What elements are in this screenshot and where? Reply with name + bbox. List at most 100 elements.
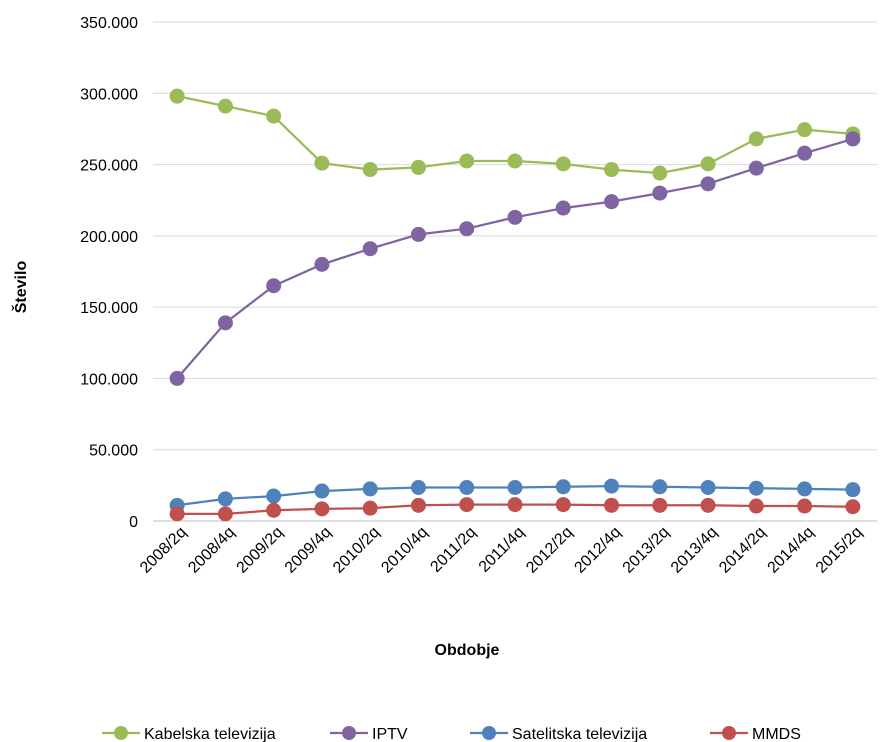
legend-item: IPTV	[330, 726, 408, 742]
data-point	[362, 162, 378, 178]
legend-marker	[342, 726, 356, 740]
data-point	[748, 480, 764, 496]
x-tick-label: 2011/2q	[427, 524, 479, 576]
data-point	[700, 497, 716, 513]
data-point	[362, 481, 378, 497]
legend-item: Kabelska televizija	[102, 726, 276, 742]
x-tick-label: 2009/4q	[282, 524, 335, 577]
legend-item: MMDS	[710, 726, 801, 742]
data-point	[652, 479, 668, 495]
y-axis-title: Število	[11, 261, 30, 314]
x-tick-label: 2013/4q	[668, 524, 721, 577]
data-point	[604, 497, 620, 513]
data-point	[555, 479, 571, 495]
data-point	[797, 498, 813, 514]
data-point	[169, 370, 185, 386]
y-tick-label: 50.000	[89, 443, 138, 460]
x-tick-label: 2008/4q	[185, 524, 238, 577]
legend-label: Satelitska televizija	[512, 726, 647, 742]
data-point	[266, 488, 282, 504]
data-point	[217, 98, 233, 114]
data-point	[314, 155, 330, 171]
data-point	[314, 501, 330, 517]
data-point	[217, 506, 233, 522]
y-tick-label: 350.000	[80, 15, 138, 32]
data-point	[555, 200, 571, 216]
x-tick-label: 2009/2q	[234, 524, 287, 577]
series-satelitska-televizija	[169, 478, 861, 513]
y-tick-label: 100.000	[80, 371, 138, 388]
data-point	[459, 479, 475, 495]
gridlines	[153, 21, 877, 522]
x-tick-label: 2012/4q	[571, 524, 624, 577]
y-tick-label: 150.000	[80, 300, 138, 317]
data-point	[555, 497, 571, 513]
series-line	[176, 137, 854, 380]
series-iptv	[169, 131, 861, 386]
x-axis-title: Obdobje	[435, 642, 500, 659]
data-point	[604, 478, 620, 494]
legend-marker	[722, 726, 736, 740]
series-kabelska-televizija	[169, 88, 861, 181]
x-tick-label: 2008/2q	[137, 524, 190, 577]
data-point	[507, 497, 523, 513]
data-point	[748, 498, 764, 514]
data-point	[507, 153, 523, 169]
data-point	[797, 145, 813, 161]
data-point	[362, 500, 378, 516]
y-tick-label: 300.000	[80, 86, 138, 103]
data-point	[266, 278, 282, 294]
legend: Kabelska televizija IPTV Satelitska televi…	[102, 726, 801, 742]
data-point	[797, 122, 813, 138]
data-point	[410, 479, 426, 495]
x-tick-label: 2011/4q	[476, 524, 528, 576]
data-point	[362, 241, 378, 257]
data-point	[555, 156, 571, 172]
data-point	[314, 256, 330, 272]
x-tick-label: 2015/2q	[813, 524, 866, 577]
x-axis-ticks: 2008/2q2008/4q2009/2q2009/4q2010/2q2010/…	[137, 524, 866, 577]
legend-label: Kabelska televizija	[144, 726, 276, 742]
data-point	[169, 506, 185, 522]
data-point	[410, 497, 426, 513]
data-point	[459, 497, 475, 513]
legend-marker	[114, 726, 128, 740]
x-tick-label: 2013/2q	[620, 524, 673, 577]
series-layer	[169, 88, 861, 522]
x-tick-label: 2012/2q	[523, 524, 576, 577]
data-point	[410, 159, 426, 175]
y-tick-label: 0	[129, 514, 138, 531]
x-tick-label: 2010/4q	[378, 524, 431, 577]
data-point	[700, 479, 716, 495]
data-point	[169, 88, 185, 104]
data-point	[700, 176, 716, 192]
legend-label: IPTV	[372, 726, 408, 742]
legend-marker	[482, 726, 496, 740]
data-point	[845, 499, 861, 515]
data-point	[700, 156, 716, 172]
data-point	[266, 108, 282, 124]
data-point	[410, 226, 426, 242]
data-point	[845, 482, 861, 498]
data-point	[217, 315, 233, 331]
legend-item: Satelitska televizija	[470, 726, 647, 742]
data-point	[507, 209, 523, 225]
x-tick-label: 2014/2q	[716, 524, 769, 577]
data-point	[652, 185, 668, 201]
data-point	[845, 131, 861, 147]
data-point	[459, 153, 475, 169]
series-mmds	[169, 497, 861, 522]
y-tick-label: 250.000	[80, 158, 138, 175]
data-point	[507, 479, 523, 495]
y-tick-label: 200.000	[80, 229, 138, 246]
data-point	[748, 131, 764, 147]
data-point	[797, 481, 813, 497]
x-tick-label: 2010/2q	[330, 524, 383, 577]
data-point	[314, 483, 330, 499]
data-point	[748, 160, 764, 176]
data-point	[652, 165, 668, 181]
data-point	[652, 497, 668, 513]
data-point	[604, 194, 620, 210]
data-point	[459, 221, 475, 237]
